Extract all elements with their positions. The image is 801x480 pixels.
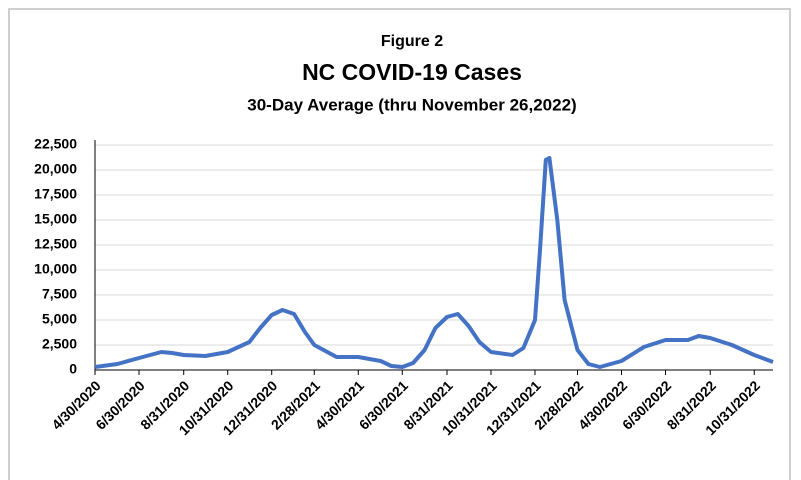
y-tick-label: 0 xyxy=(69,361,77,377)
y-tick-label: 10,000 xyxy=(34,261,77,277)
y-tick-label: 2,500 xyxy=(42,336,77,352)
y-tick-label: 7,500 xyxy=(42,286,77,302)
y-tick-label: 12,500 xyxy=(34,236,77,252)
y-tick-label: 15,000 xyxy=(34,211,77,227)
chart-border xyxy=(8,8,791,480)
data-line xyxy=(94,156,774,369)
figure-label: Figure 2 xyxy=(381,33,443,50)
y-tick-label: 17,500 xyxy=(34,186,77,202)
y-tick-label: 20,000 xyxy=(34,161,77,177)
y-tick-label: 22,500 xyxy=(34,136,77,152)
chart-subtitle: 30-Day Average (thru November 26,2022) xyxy=(247,95,576,114)
y-tick-label: 5,000 xyxy=(42,311,77,327)
chart-title: NC COVID-19 Cases xyxy=(302,59,522,85)
